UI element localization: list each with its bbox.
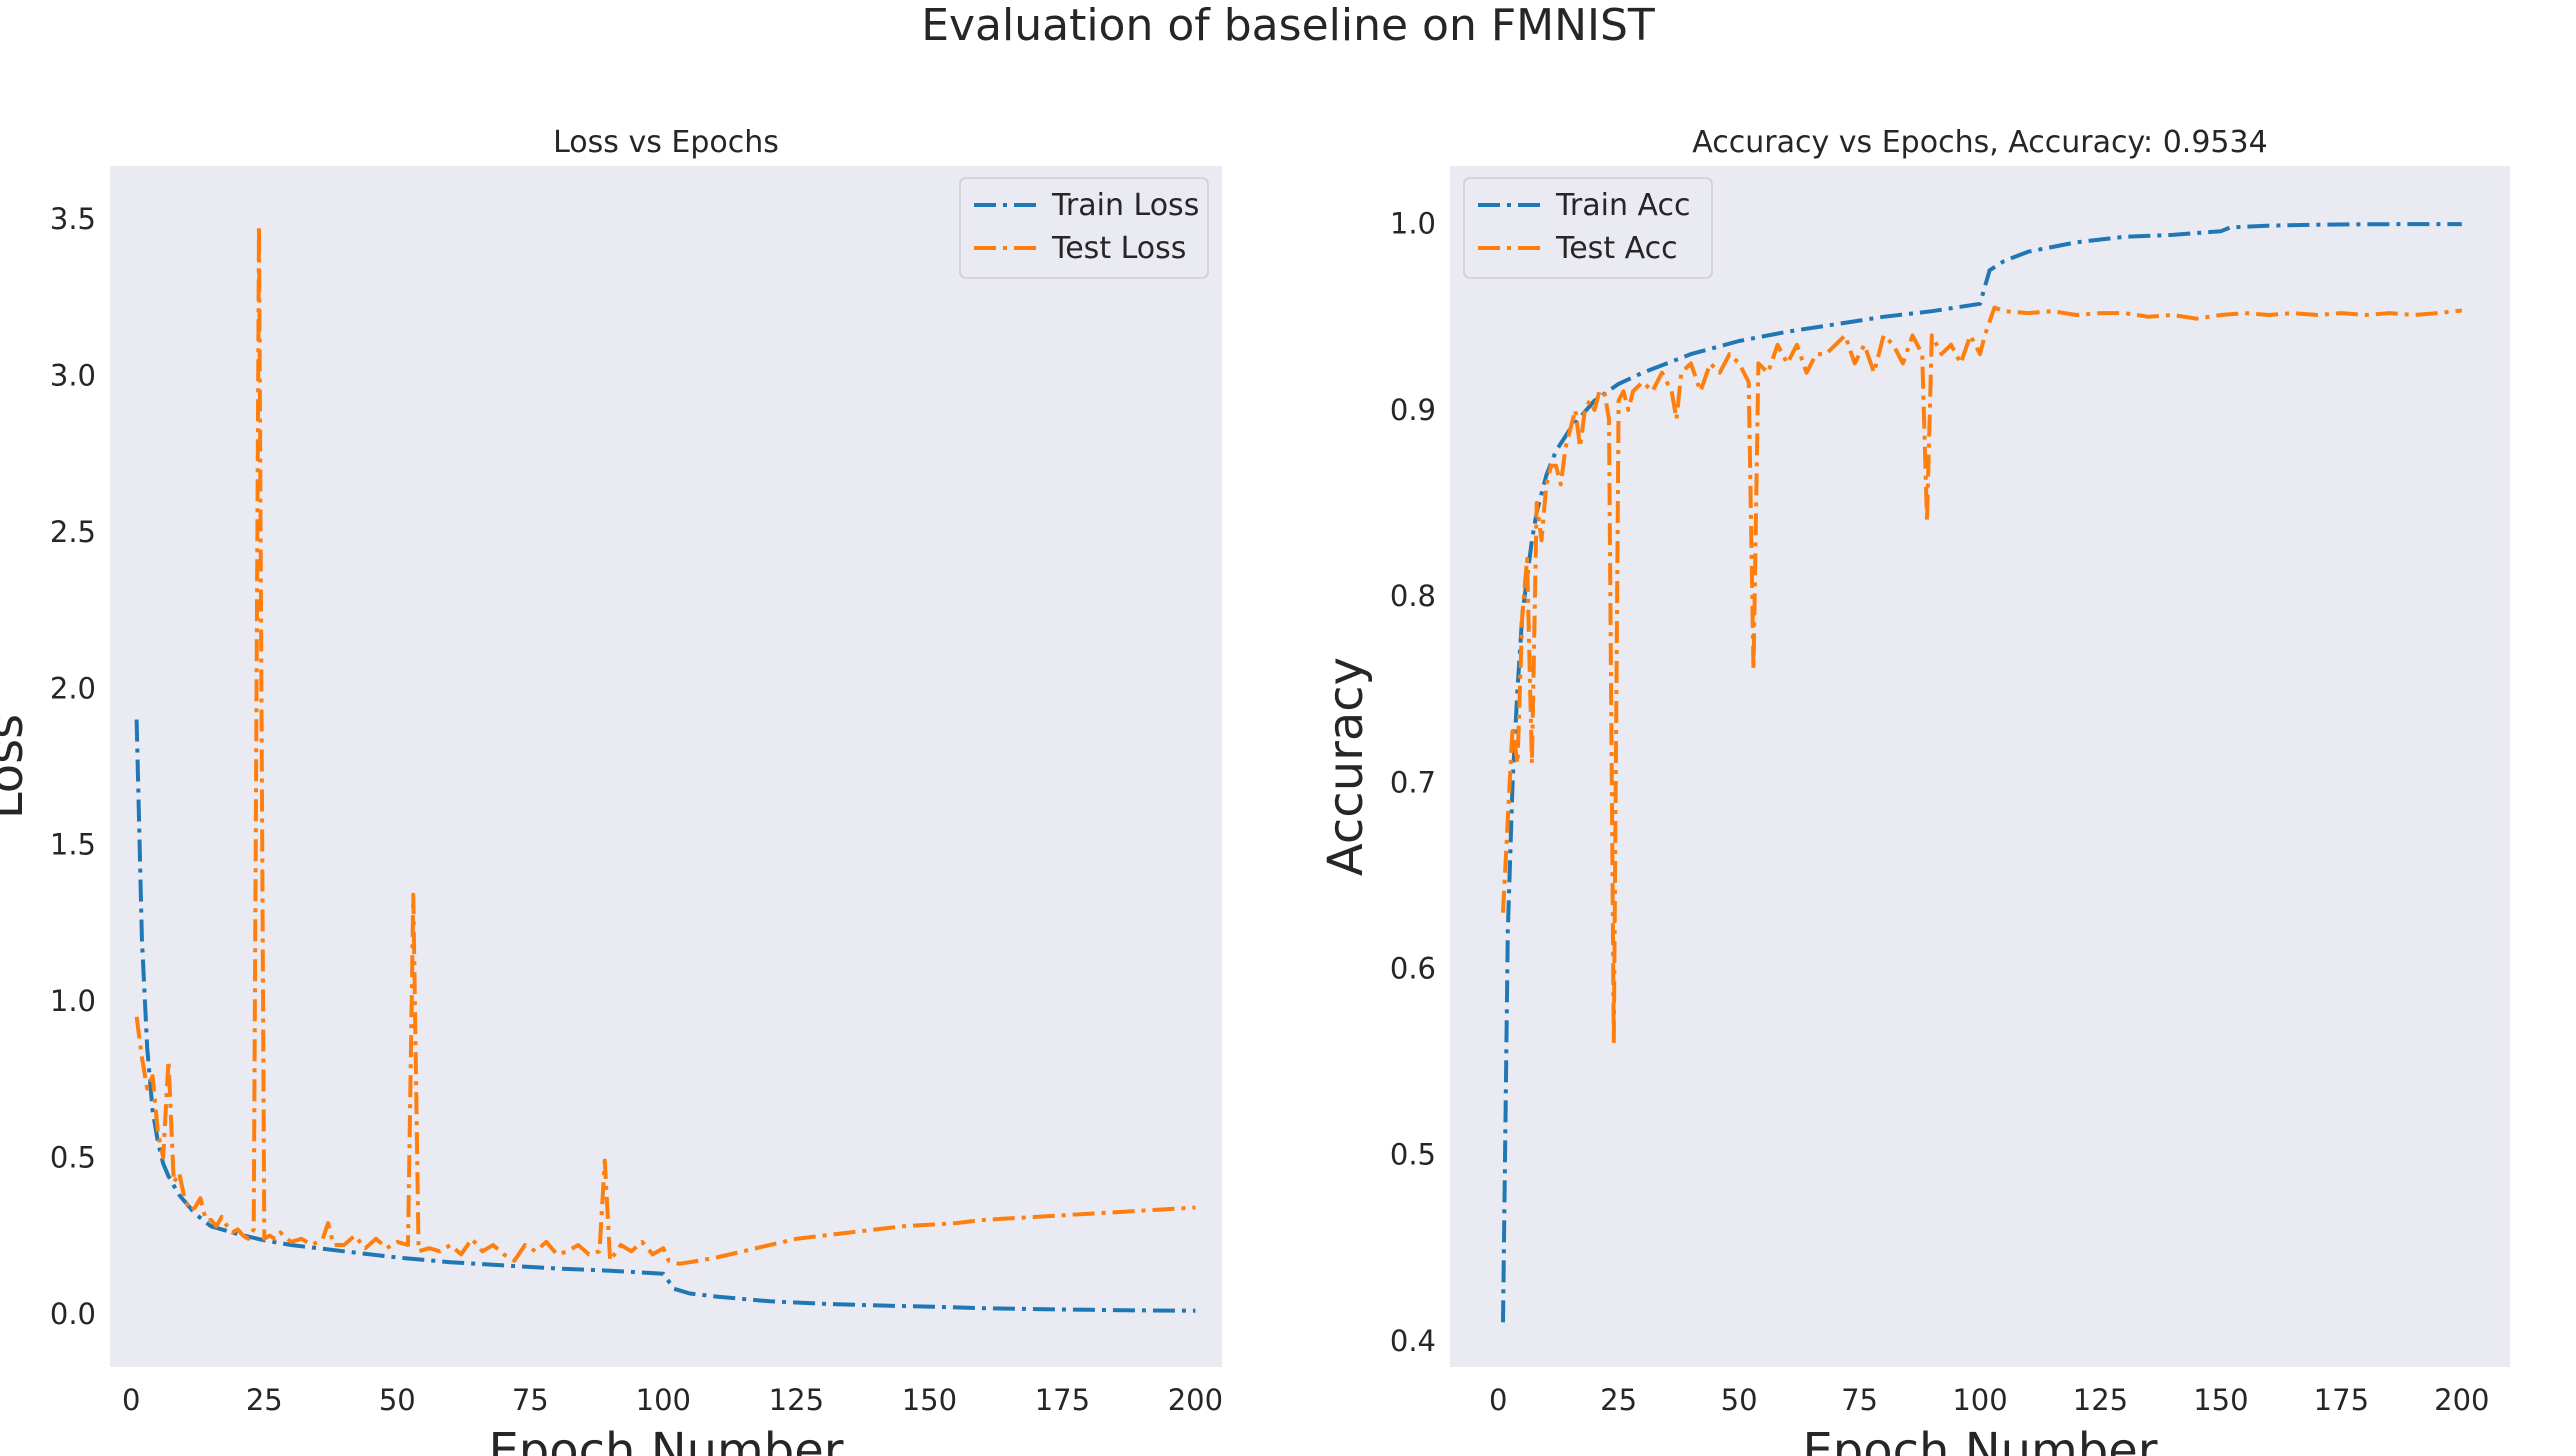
x-tick-label: 50 (379, 1383, 416, 1417)
y-tick-label: 2.5 (50, 515, 96, 549)
legend: Train Loss Test Loss (959, 177, 1209, 279)
y-tick-label: 2.0 (50, 671, 96, 705)
chart-title: Accuracy vs Epochs, Accuracy: 0.9534 (1692, 125, 2267, 160)
x-tick-label: 75 (1841, 1383, 1878, 1417)
x-tick-label: 50 (1721, 1383, 1758, 1417)
x-tick-label: 150 (902, 1383, 957, 1417)
x-tick-label: 175 (1035, 1383, 1090, 1417)
y-tick-label: 0.5 (1390, 1138, 1436, 1172)
y-tick-label: 0.8 (1390, 579, 1436, 613)
y-tick-label: 0.5 (50, 1140, 96, 1174)
legend-label: Test Loss (1051, 231, 1186, 266)
x-tick-label: 125 (2073, 1383, 2128, 1417)
x-tick-label: 200 (2434, 1383, 2489, 1417)
y-tick-label: 0.6 (1390, 952, 1436, 986)
x-tick-label: 75 (512, 1383, 549, 1417)
x-axis-label: Epoch Number (488, 1423, 843, 1456)
x-tick-label: 25 (246, 1383, 283, 1417)
x-tick-label: 100 (636, 1383, 691, 1417)
y-axis-label: Loss (0, 714, 34, 819)
series-line-1 (1501, 222, 2462, 1323)
x-tick-label: 25 (1600, 1383, 1637, 1417)
x-tick-label: 0 (122, 1383, 140, 1417)
y-tick-label: 0.4 (1390, 1324, 1436, 1358)
y-tick-label: 3.5 (50, 202, 96, 236)
plot-area (1450, 166, 2510, 1367)
y-tick-label: 3.0 (50, 359, 96, 393)
plot-area (110, 166, 1222, 1367)
x-tick-label: 200 (1168, 1383, 1223, 1417)
x-tick-label: 150 (2193, 1383, 2248, 1417)
y-tick-label: 0.0 (50, 1297, 96, 1331)
legend: Train Acc Test Acc (1463, 177, 1713, 279)
y-axis-label: Accuracy (1318, 657, 1374, 876)
chart-panel-2: Accuracy vs Epochs, Accuracy: 0.9534 0 25 5… (1318, 125, 2510, 1456)
series-line-2 (134, 223, 1196, 1266)
y-tick-label: 0.9 (1390, 393, 1436, 427)
y-tick-label: 0.7 (1390, 765, 1436, 799)
y-tick-label: 1.0 (50, 984, 96, 1018)
legend-label: Train Loss (1051, 188, 1199, 223)
chart-panel-1: Loss vs Epochs 0 25 50 75 100 125 150 175 200 0.0 0… (0, 125, 1223, 1456)
series-line-1 (134, 719, 1196, 1313)
x-tick-label: 0 (1489, 1383, 1507, 1417)
x-tick-label: 100 (1952, 1383, 2007, 1417)
figure-suptitle: Evaluation of baseline on FMNIST (921, 0, 1655, 51)
legend-label: Test Acc (1555, 231, 1678, 266)
x-axis-label: Epoch Number (1802, 1423, 2157, 1456)
y-tick-label: 1.5 (50, 828, 96, 862)
x-tick-label: 125 (769, 1383, 824, 1417)
series-line-2 (1501, 305, 2463, 1045)
x-tick-label: 175 (2314, 1383, 2369, 1417)
chart-title: Loss vs Epochs (553, 125, 779, 160)
legend-label: Train Acc (1555, 188, 1691, 223)
y-tick-label: 1.0 (1390, 207, 1436, 241)
